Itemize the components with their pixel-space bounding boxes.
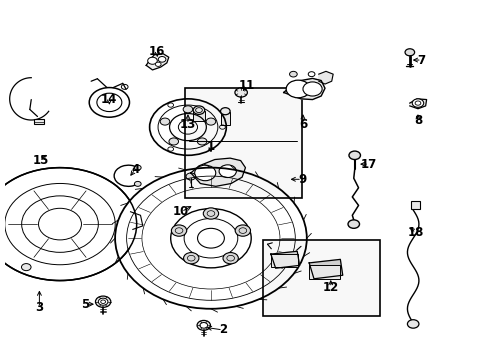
Text: 13: 13: [180, 118, 196, 131]
Polygon shape: [283, 78, 325, 100]
Polygon shape: [190, 158, 245, 186]
Circle shape: [348, 151, 360, 159]
Text: 3: 3: [35, 301, 43, 314]
Circle shape: [169, 138, 178, 145]
Text: 6: 6: [298, 118, 306, 131]
Bar: [184, 88, 302, 198]
Bar: [262, 240, 379, 316]
Circle shape: [21, 264, 31, 271]
Polygon shape: [270, 251, 299, 268]
Circle shape: [223, 253, 238, 264]
Circle shape: [197, 138, 206, 145]
Circle shape: [206, 118, 215, 125]
Bar: [220, 112, 230, 125]
Text: 12: 12: [322, 281, 338, 294]
Text: 14: 14: [101, 93, 117, 106]
Circle shape: [404, 49, 414, 56]
Circle shape: [134, 181, 141, 186]
Polygon shape: [318, 71, 332, 84]
Text: 18: 18: [407, 226, 424, 239]
Text: 2: 2: [219, 323, 226, 337]
Text: 17: 17: [360, 158, 376, 171]
Circle shape: [285, 80, 309, 98]
Circle shape: [185, 173, 195, 180]
Circle shape: [407, 320, 418, 328]
Circle shape: [171, 225, 186, 236]
Bar: [193, 111, 204, 121]
Circle shape: [235, 225, 250, 236]
Circle shape: [303, 82, 322, 96]
Circle shape: [219, 165, 236, 177]
Bar: [270, 254, 297, 267]
Circle shape: [197, 320, 210, 330]
Circle shape: [160, 118, 169, 125]
Circle shape: [95, 296, 111, 307]
Circle shape: [155, 62, 161, 66]
Text: 10: 10: [173, 205, 189, 218]
Circle shape: [289, 71, 297, 77]
Circle shape: [183, 106, 192, 113]
Text: 5: 5: [81, 298, 89, 311]
Circle shape: [347, 220, 359, 228]
Text: 8: 8: [413, 114, 421, 127]
Polygon shape: [308, 259, 342, 279]
Polygon shape: [146, 54, 168, 70]
Text: 4: 4: [131, 163, 139, 176]
Circle shape: [193, 106, 204, 114]
Text: 11: 11: [238, 79, 255, 92]
Circle shape: [147, 57, 157, 64]
Polygon shape: [409, 99, 426, 109]
Circle shape: [183, 253, 199, 264]
Circle shape: [158, 57, 165, 62]
Text: 1: 1: [206, 140, 215, 153]
Text: 9: 9: [297, 173, 305, 186]
Circle shape: [200, 323, 207, 328]
Circle shape: [234, 88, 247, 97]
Circle shape: [98, 298, 108, 305]
Bar: [308, 265, 340, 279]
Bar: [410, 201, 419, 209]
Circle shape: [134, 165, 141, 170]
Text: 7: 7: [417, 54, 425, 67]
Bar: [34, 119, 44, 124]
Circle shape: [411, 99, 423, 107]
Text: 16: 16: [149, 45, 165, 58]
Circle shape: [220, 108, 230, 115]
Text: 15: 15: [33, 154, 49, 167]
Circle shape: [194, 165, 215, 181]
Circle shape: [203, 208, 218, 219]
